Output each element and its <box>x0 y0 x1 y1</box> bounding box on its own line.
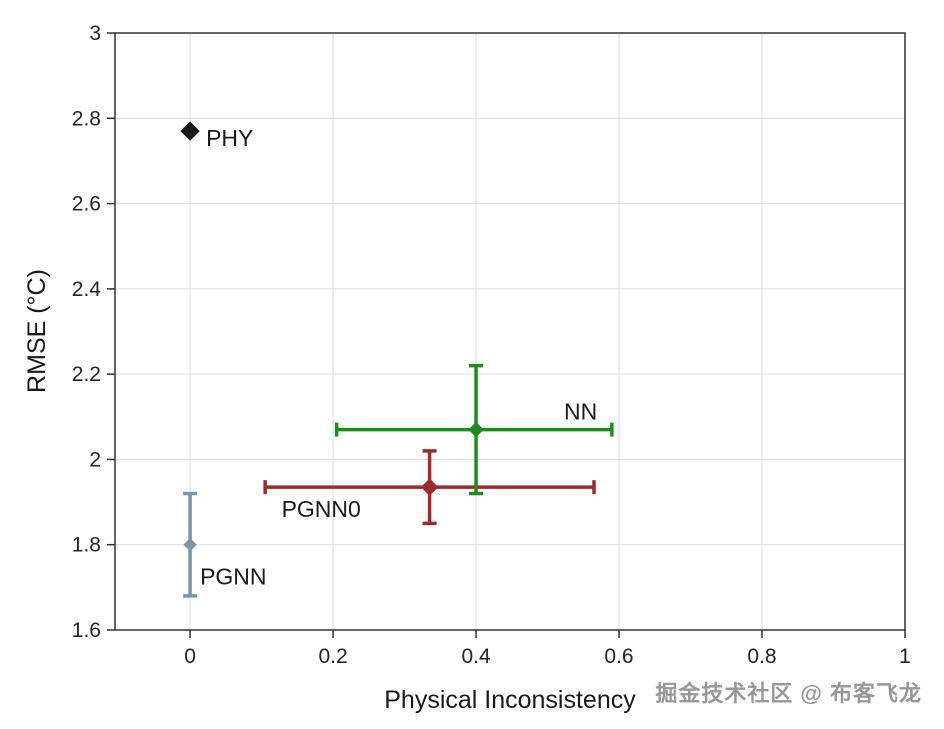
pgnn-label: PGNN <box>200 564 266 590</box>
x-axis-title: Physical Inconsistency <box>384 686 636 714</box>
x-tick-label: 1 <box>899 645 911 668</box>
x-tick-label: 0.6 <box>604 645 633 668</box>
phy-label: PHY <box>206 125 253 151</box>
pgnn0-label: PGNN0 <box>282 496 361 522</box>
y-tick-label: 1.6 <box>72 619 101 642</box>
y-tick-label: 2 <box>89 448 101 471</box>
nn-label: NN <box>564 399 597 425</box>
plot-layer: 0 0.2 0.4 0.6 0.8 1 1.6 1.8 2 2.2 2.4 2.6 2.8 3 PHY PGN… <box>72 22 911 668</box>
nn-marker <box>468 421 484 438</box>
y-tick-label: 2.6 <box>72 193 101 216</box>
y-tick-label: 3 <box>89 22 101 45</box>
x-tick-label: 0.4 <box>461 645 491 668</box>
phy-marker <box>180 121 200 141</box>
axes-box <box>114 32 906 631</box>
x-tick-label: 0 <box>184 645 196 668</box>
y-tick-label: 2.2 <box>72 363 101 386</box>
y-tick-label: 2.4 <box>72 278 102 301</box>
pgnn0-marker <box>420 478 439 496</box>
x-tick-label: 0.2 <box>318 645 347 668</box>
watermark: 掘金技术社区 @ 布客飞龙 <box>655 681 922 706</box>
y-tick-label: 2.8 <box>72 107 101 130</box>
y-axis-title: RMSE (°C) <box>23 269 51 393</box>
y-tick-label: 1.8 <box>72 534 101 557</box>
x-tick-label: 0.8 <box>747 645 776 668</box>
pgnn-marker <box>183 538 197 552</box>
